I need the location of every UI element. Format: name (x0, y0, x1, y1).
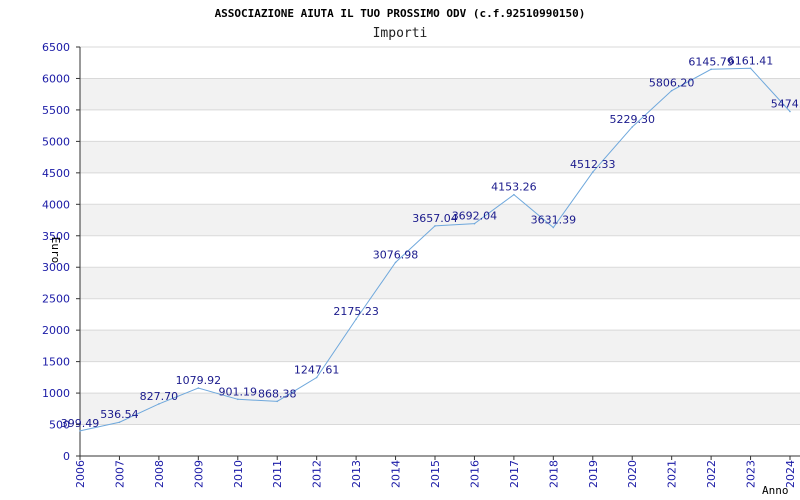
data-point (473, 222, 476, 225)
grid-band (80, 78, 800, 110)
x-tick-label: 2008 (153, 460, 166, 488)
grid-band (80, 204, 800, 236)
y-tick-label: 1000 (42, 387, 70, 400)
data-point (315, 376, 318, 379)
data-label: 6161.41 (728, 54, 774, 67)
x-tick-label: 2016 (468, 460, 481, 488)
x-tick-label: 2015 (429, 460, 442, 488)
x-tick-label: 2019 (587, 460, 600, 488)
data-point (158, 403, 160, 405)
data-label: 3657.04 (412, 212, 458, 225)
data-point (79, 430, 81, 432)
data-point (197, 387, 200, 389)
x-tick-label: 2013 (350, 460, 363, 488)
x-tick-label: 2023 (745, 460, 758, 488)
data-point (355, 318, 357, 320)
y-tick-label: 5000 (42, 135, 70, 148)
y-tick-label: 4000 (42, 198, 70, 211)
grid-band (80, 330, 800, 362)
y-tick-label: 6000 (42, 72, 70, 85)
data-point (394, 261, 397, 264)
y-tick-label: 1500 (42, 356, 70, 369)
y-tick-label: 4500 (42, 167, 70, 180)
x-tick-label: 2022 (705, 460, 718, 488)
grid-band (80, 393, 800, 425)
data-point (670, 89, 673, 92)
data-point (434, 225, 436, 227)
data-label: 399.49 (61, 417, 100, 430)
data-label: 6145.79 (688, 55, 734, 68)
data-point (236, 398, 239, 401)
x-tick-label: 2024 (784, 460, 797, 488)
data-label: 3076.98 (373, 248, 419, 261)
x-tick-label: 2007 (113, 460, 126, 488)
x-tick-label: 2010 (232, 460, 245, 488)
data-label: 1247.61 (294, 363, 340, 376)
data-point (749, 67, 752, 70)
data-label: 5806.20 (649, 77, 695, 90)
x-tick-label: 2006 (74, 460, 87, 488)
x-tick-label: 2017 (508, 460, 521, 488)
y-tick-label: 500 (49, 419, 70, 432)
data-label: 5474.8 (771, 98, 800, 111)
grid-band (80, 141, 800, 173)
data-label: 5229.30 (609, 113, 655, 126)
data-point (276, 400, 279, 403)
grid-lines (76, 46, 800, 457)
grid-band (80, 267, 800, 299)
grid-bands (80, 78, 800, 425)
x-tick-label: 2021 (666, 460, 679, 488)
data-label: 901.19 (219, 385, 258, 398)
data-label: 3631.39 (531, 214, 577, 227)
series-group (79, 67, 791, 432)
y-tick-labels: 0 500 1000 1500 2000 2500 3000 3500 4000 4500 5000… (42, 41, 70, 463)
x-tick-labels: 2006 2007 2008 2009 2010 2011 2012 2013 2014 2015… (74, 456, 797, 488)
data-label: 536.54 (100, 408, 139, 421)
data-point (118, 421, 121, 424)
data-point (513, 193, 515, 196)
data-label: 868.38 (258, 387, 297, 400)
data-label: 2175.23 (333, 305, 379, 318)
data-label: 827.70 (140, 390, 179, 403)
y-axis-label: Euro (49, 237, 62, 264)
x-tick-label: 2012 (311, 460, 324, 488)
y-tick-label: 0 (63, 450, 70, 463)
y-tick-label: 5500 (42, 104, 70, 117)
x-tick-label: 2014 (390, 460, 403, 488)
y-tick-label: 3000 (42, 261, 70, 274)
chart-subtitle: Importi (373, 26, 428, 41)
y-tick-label: 2000 (42, 324, 70, 337)
data-label: 1079.92 (176, 374, 222, 387)
data-point (631, 126, 634, 128)
data-label: 4153.26 (491, 181, 537, 194)
x-tick-label: 2018 (547, 460, 560, 488)
chart-title: ASSOCIAZIONE AIUTA IL TUO PROSSIMO ODV (… (215, 7, 586, 20)
data-point (789, 110, 791, 113)
y-tick-label: 6500 (42, 41, 70, 54)
data-point (710, 68, 712, 71)
data-point (552, 226, 555, 229)
y-tick-label: 2500 (42, 293, 70, 306)
x-tick-label: 2009 (192, 460, 205, 488)
x-tick-label: 2020 (626, 460, 639, 488)
y-tick-label: 3500 (42, 230, 70, 243)
x-axis-label: Anno (762, 484, 789, 497)
data-point (591, 171, 594, 173)
data-label: 3692.04 (452, 210, 498, 223)
x-tick-label: 2011 (271, 460, 284, 488)
data-label: 4512.33 (570, 158, 616, 171)
